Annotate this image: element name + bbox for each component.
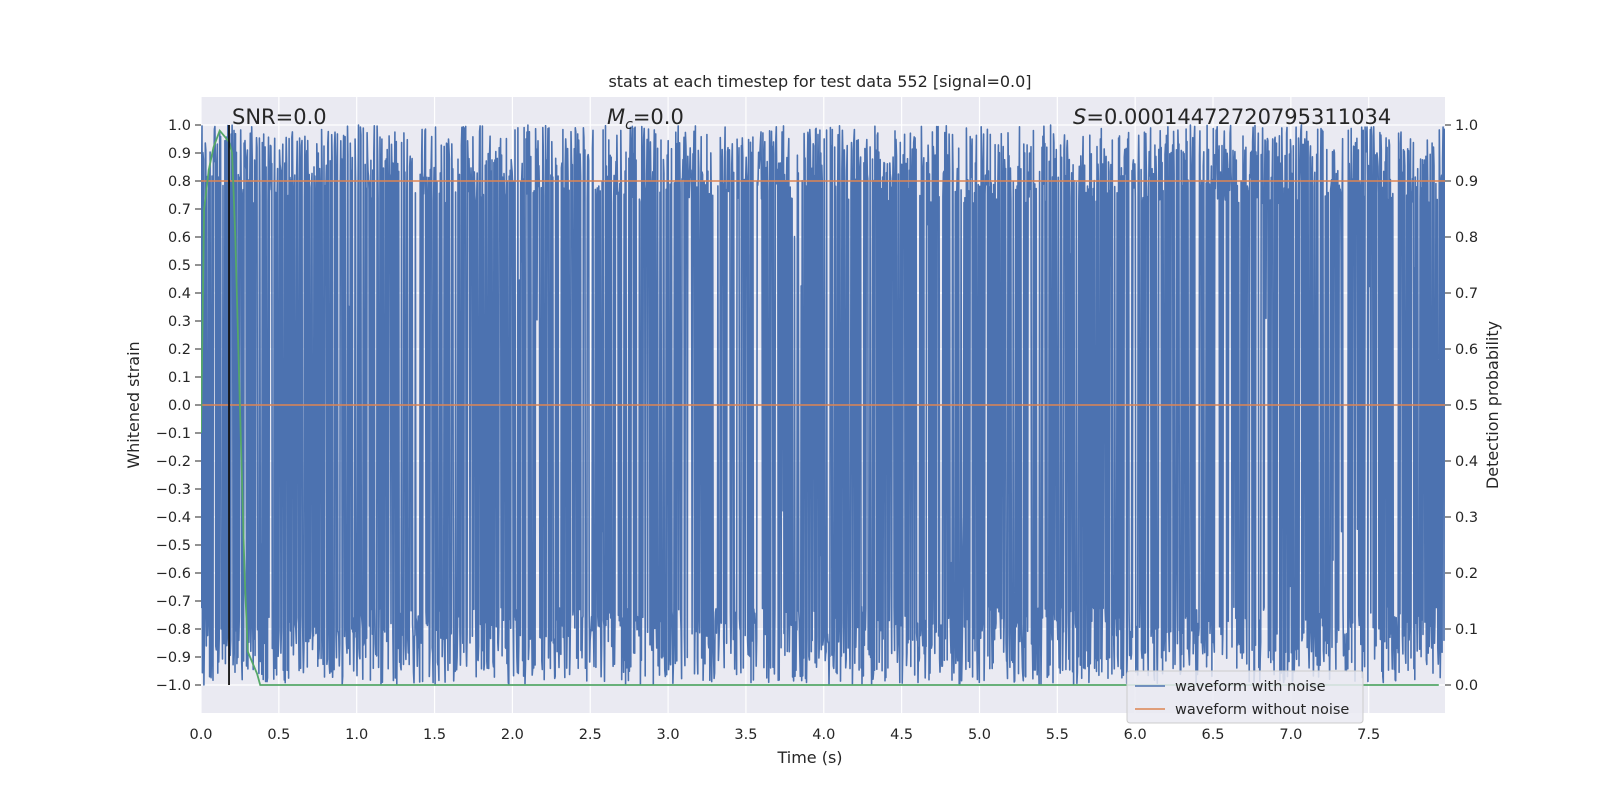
y-tick-label: 0.0 [168,398,191,414]
y2-tick-label: 0.2 [1455,566,1478,582]
y-tick-label: 0.2 [168,342,191,358]
y-tick-label: 0.3 [168,314,191,330]
y-tick-label: 1.0 [168,118,191,134]
chirp-mass-symbol: M [607,105,625,129]
y2-tick-label: 0.4 [1455,454,1478,470]
x-tick-label: 0.5 [267,727,290,743]
legend: waveform with noise waveform without noi… [1126,670,1364,724]
y2-tick-label: 0.8 [1455,230,1478,246]
y-tick-label: −0.5 [156,538,191,554]
x-tick-label: 7.0 [1279,727,1302,743]
x-tick-label: 3.5 [734,727,757,743]
x-tick-label: 0.0 [189,727,212,743]
y-tick-label: 0.9 [168,146,191,162]
x-tick-label: 5.0 [968,727,991,743]
y2-tick-label: 0.9 [1455,174,1478,190]
y-tick-label: 0.8 [168,174,191,190]
y-tick-label: 0.4 [168,286,191,302]
y-tick-label: 0.7 [168,202,191,218]
x-tick-label: 6.5 [1201,727,1224,743]
x-tick-label: 2.5 [579,727,602,743]
y-tick-label: −0.7 [156,594,191,610]
y-tick-label: −0.3 [156,482,191,498]
s-value: =0.00014472720795311034 [1086,105,1391,129]
chirp-mass-annotation: Mc=0.0 [607,105,684,133]
y-tick-label: −0.2 [156,454,191,470]
legend-box [1126,670,1364,724]
x-tick-label: 4.5 [890,727,913,743]
y2-tick-label: 0.1 [1455,622,1478,638]
y2-tick-label: 0.6 [1455,342,1478,358]
y-tick-label: −0.8 [156,622,191,638]
x-tick-label: 3.0 [657,727,680,743]
x-tick-label: 7.5 [1357,727,1380,743]
s-symbol: S [1073,105,1086,129]
y-tick-label: 0.6 [168,230,191,246]
y-tick-labels: 1.0 0.9 0.8 0.7 0.6 0.5 0.4 0.3 0.2 0.1 0.0 −0.1 −0.… [156,118,201,694]
y-tick-label: −1.0 [156,678,191,694]
y2-tick-label: 0.5 [1455,398,1478,414]
x-tick-label: 2.0 [501,727,524,743]
plot-area [201,124,1445,686]
s-annotation: S=0.00014472720795311034 [1073,105,1391,129]
x-tick-label: 4.0 [812,727,835,743]
y-tick-label: 0.1 [168,370,191,386]
chirp-mass-value: =0.0 [633,105,684,129]
x-tick-label: 1.5 [423,727,446,743]
y-tick-label: −0.9 [156,650,191,666]
series-waveform-with-noise [201,124,1445,686]
legend-label-waveform-with-noise: waveform with noise [1175,679,1326,695]
y-tick-label: −0.4 [156,510,191,526]
legend-label-waveform-without-noise: waveform without noise [1175,702,1349,718]
snr-annotation: SNR=0.0 [232,105,327,129]
chirp-mass-subscript: c [625,117,633,133]
y2-tick-label: 0.0 [1455,678,1478,694]
x-tick-label: 5.5 [1046,727,1069,743]
chart-title: stats at each timestep for test data 552… [608,72,1031,91]
y-tick-label: 0.5 [168,258,191,274]
series-detection-probability [201,128,1439,686]
y2-tick-label: 1.0 [1455,118,1478,134]
y-tick-label: −0.6 [156,566,191,582]
x-tick-label: 6.0 [1124,727,1147,743]
x-tick-label: 1.0 [345,727,368,743]
y2-tick-label: 0.7 [1455,286,1478,302]
y2-tick-labels: 1.0 0.9 0.8 0.7 0.6 0.5 0.4 0.3 0.2 0.1 0.0 [1445,118,1478,694]
y-tick-label: −0.1 [156,426,191,442]
x-axis-label: Time (s) [776,748,842,767]
x-tick-labels: 0.0 0.5 1.0 1.5 2.0 2.5 3.0 3.5 4.0 4.5 5.0 5.5 6.0 6… [189,727,1380,743]
y-axis-label: Whitened strain [124,341,143,468]
y2-axis-label: Detection probability [1483,321,1502,489]
y2-tick-label: 0.3 [1455,510,1478,526]
